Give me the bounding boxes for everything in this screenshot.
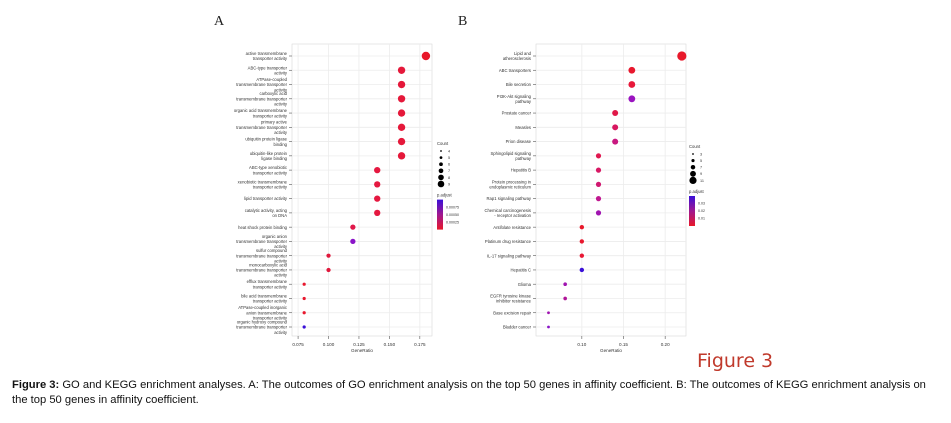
data-point <box>302 325 306 329</box>
data-point <box>302 282 306 286</box>
x-tick-label: 0.125 <box>353 342 365 347</box>
x-axis-label: GeneRatio <box>351 348 373 353</box>
y-tick-label: efflux transmembrane transporter activity <box>247 279 288 289</box>
y-tick-label: catalytic activity, acting on DNA <box>245 208 288 218</box>
data-point <box>326 267 331 273</box>
color-legend-title: p.adjust <box>437 193 453 198</box>
figure-caption: Figure 3: GO and KEGG enrichment analyse… <box>12 378 942 408</box>
x-tick-label: 0.175 <box>414 342 426 347</box>
color-legend-label: 0.00050 <box>446 213 459 217</box>
size-legend-dot <box>438 174 444 181</box>
size-legend-title: Count <box>437 141 449 146</box>
size-legend-label: 7 <box>448 169 450 173</box>
size-legend-label: 9 <box>448 182 450 186</box>
data-point <box>397 80 406 89</box>
y-tick-label: ABC-type xenobiotic transporter activity <box>249 165 288 175</box>
data-point <box>397 66 406 74</box>
y-tick-label: organic acid transmembrane transporter ac… <box>234 108 288 118</box>
data-point <box>397 109 406 117</box>
size-legend-dot <box>437 180 445 188</box>
data-point <box>374 195 381 202</box>
figure-tag: Figure 3 <box>697 350 774 372</box>
size-legend-dot <box>440 150 442 152</box>
data-point <box>350 238 356 245</box>
size-legend-dot <box>439 156 443 159</box>
data-point <box>397 123 406 131</box>
data-point <box>350 224 356 230</box>
y-tick-label: bile acid transmembrane transporter activ… <box>241 293 288 303</box>
data-point <box>374 181 381 188</box>
data-point <box>302 296 306 301</box>
data-point <box>397 152 406 160</box>
y-tick-label: active transmembrane transporter activity <box>246 51 288 61</box>
y-tick-label: primary active transmembrane transporter a… <box>236 120 288 135</box>
panel-b-label: B <box>458 14 468 29</box>
size-legend-dot <box>438 168 444 174</box>
plot-area <box>291 43 433 337</box>
size-legend-label: 6 <box>448 163 450 167</box>
y-tick-label: sulfur compound transmembrane transporter… <box>236 248 288 263</box>
data-point <box>374 209 381 217</box>
size-legend-label: 4 <box>448 149 450 153</box>
x-tick-label: 0.100 <box>323 342 335 347</box>
y-tick-label: ubiquitin protein ligase binding <box>245 137 287 147</box>
color-legend-label: 0.00075 <box>446 205 459 209</box>
caption-text: GO and KEGG enrichment analyses. A: The … <box>12 379 926 406</box>
x-tick-label: 0.075 <box>292 342 304 347</box>
x-tick-label: 0.150 <box>384 342 396 347</box>
y-tick-label: organic anion transmembrane transporter ac… <box>236 234 288 249</box>
data-point <box>326 253 331 258</box>
y-tick-label: heat shock protein binding <box>238 225 288 230</box>
size-legend-label: 5 <box>448 156 450 160</box>
data-point <box>397 95 406 103</box>
y-tick-label: carboxylic acid transmembrane transporter… <box>236 91 288 106</box>
size-legend-label: 8 <box>448 176 450 180</box>
y-tick-label: ATPase-coupled transmembrane transporter a… <box>236 77 288 92</box>
y-tick-label: organic hydroxy compound transmembrane tr… <box>236 319 288 334</box>
y-tick-label: ABC-type transporter activity <box>248 65 288 75</box>
y-tick-label: ubiquitin-like protein ligase binding <box>250 151 288 161</box>
y-tick-label: monocarboxylic acid transmembrane transpo… <box>236 262 288 277</box>
color-legend-label: 0.00025 <box>446 220 459 224</box>
panel-a-label: A <box>214 14 225 29</box>
data-point <box>421 51 431 61</box>
data-point <box>302 311 306 315</box>
data-point <box>397 137 406 146</box>
size-legend-dot <box>439 162 443 167</box>
color-legend-bar <box>437 199 443 230</box>
data-point <box>374 166 381 174</box>
y-tick-label: xenobiotic transmembrane transporter acti… <box>238 179 288 189</box>
y-tick-label: lipid transporter activity <box>244 196 288 201</box>
caption-lead: Figure 3: <box>12 379 60 391</box>
y-tick-label: ATPase-coupled inorganic anion transmembr… <box>238 305 288 320</box>
